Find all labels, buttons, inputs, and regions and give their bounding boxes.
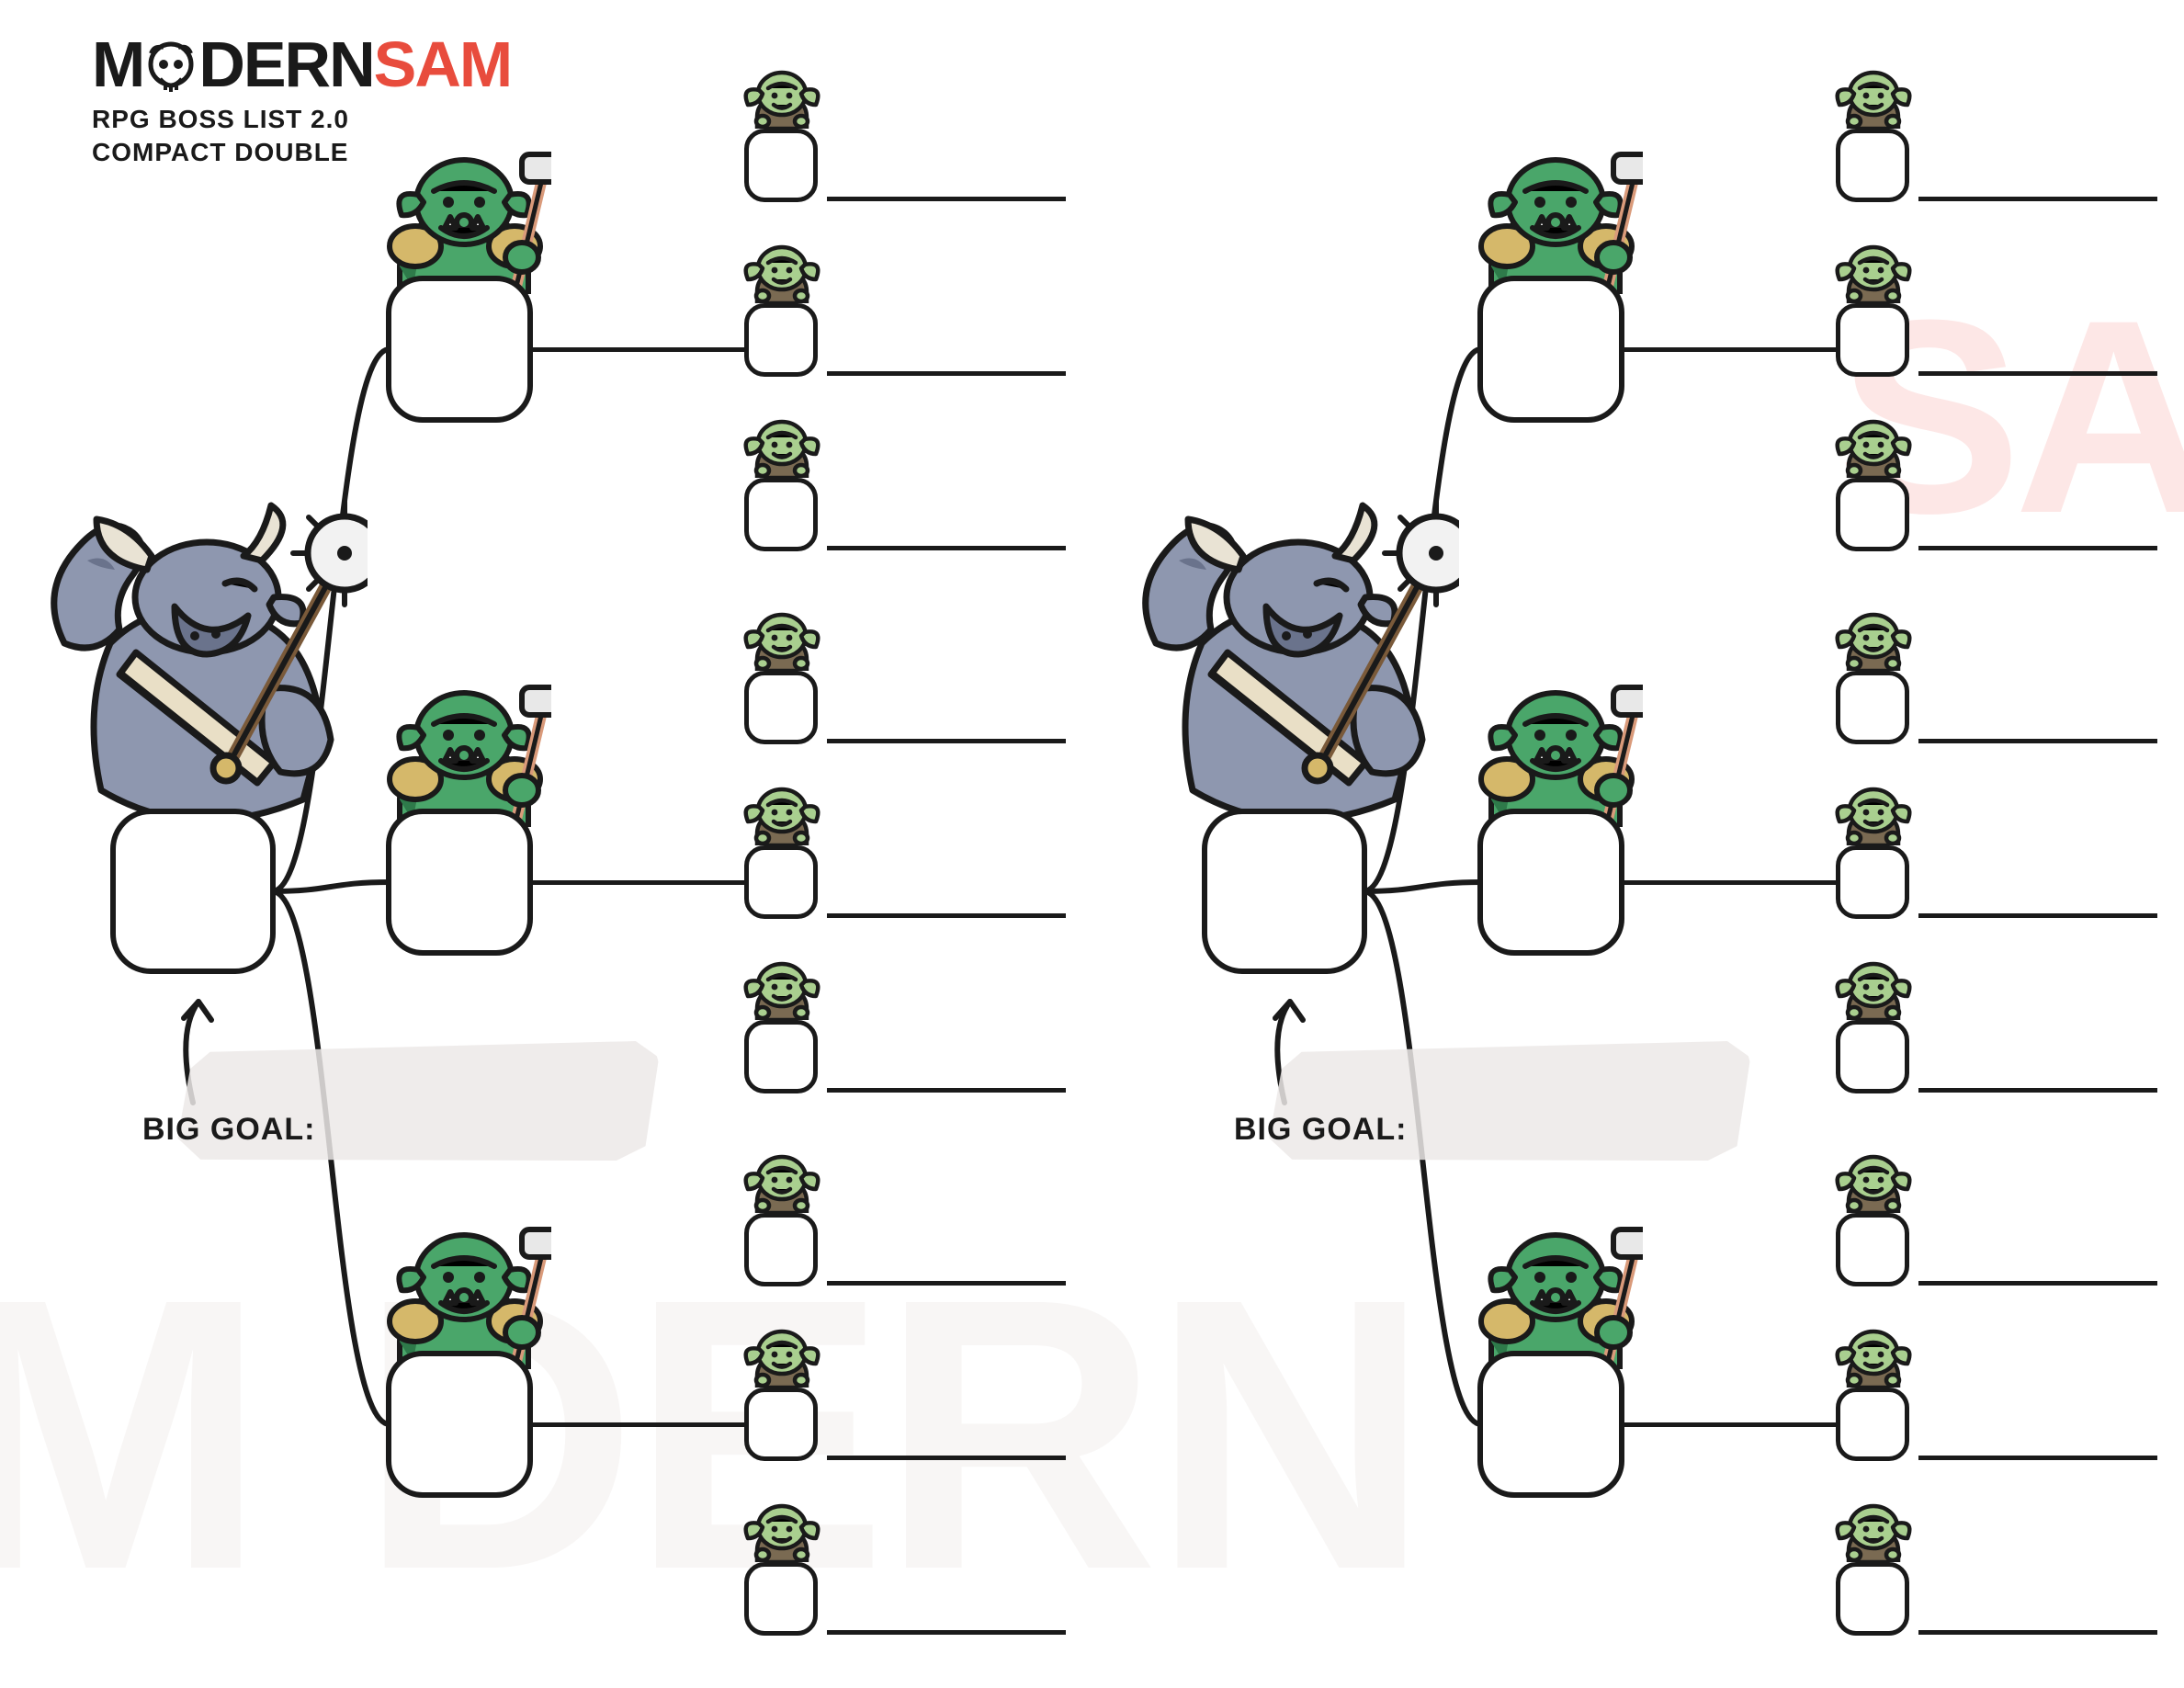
goblin-box[interactable] xyxy=(1836,845,1909,919)
connector-line xyxy=(533,347,744,352)
task-line[interactable] xyxy=(1918,913,2157,918)
goblin-box[interactable] xyxy=(1836,671,1909,744)
orc-figure xyxy=(1468,671,1643,827)
goblin-box[interactable] xyxy=(744,845,818,919)
goblin-box[interactable] xyxy=(744,1388,818,1461)
goblin-box[interactable] xyxy=(1836,1020,1909,1093)
goblin-box[interactable] xyxy=(1836,478,1909,551)
goblin-box[interactable] xyxy=(744,671,818,744)
orc-box[interactable] xyxy=(1477,1351,1624,1498)
orc-box[interactable] xyxy=(386,276,533,423)
goblin-figure xyxy=(1832,1323,1915,1388)
task-line[interactable] xyxy=(1918,1088,2157,1093)
goblin-box[interactable] xyxy=(744,1562,818,1636)
goblin-figure xyxy=(741,1323,823,1388)
goblin-box[interactable] xyxy=(1836,303,1909,377)
task-line[interactable] xyxy=(1918,739,2157,743)
task-line[interactable] xyxy=(827,371,1066,376)
task-line[interactable] xyxy=(827,1281,1066,1286)
goblin-figure xyxy=(741,1149,823,1213)
connector-line xyxy=(1624,347,1836,352)
task-line[interactable] xyxy=(1918,1281,2157,1286)
task-line[interactable] xyxy=(827,197,1066,201)
task-line[interactable] xyxy=(827,1630,1066,1635)
goblin-figure xyxy=(1832,781,1915,845)
goblin-figure xyxy=(741,781,823,845)
goblin-figure xyxy=(741,606,823,671)
orc-figure xyxy=(1468,1213,1643,1369)
task-line[interactable] xyxy=(827,913,1066,918)
orc-box[interactable] xyxy=(386,809,533,956)
tree-column-right: BIG GOAL: xyxy=(1092,0,2183,1688)
orc-figure xyxy=(377,138,551,294)
goblin-box[interactable] xyxy=(1836,1213,1909,1286)
task-line[interactable] xyxy=(827,739,1066,743)
goblin-box[interactable] xyxy=(1836,1388,1909,1461)
goblin-figure xyxy=(1832,606,1915,671)
goblin-figure xyxy=(1832,64,1915,129)
orc-figure xyxy=(377,671,551,827)
orc-figure xyxy=(1468,138,1643,294)
goblin-figure xyxy=(741,414,823,478)
big-goal-label: BIG GOAL: xyxy=(142,1112,315,1148)
goblin-figure xyxy=(741,239,823,303)
task-line[interactable] xyxy=(1918,371,2157,376)
task-line[interactable] xyxy=(1918,1630,2157,1635)
orc-box[interactable] xyxy=(386,1351,533,1498)
task-line[interactable] xyxy=(827,546,1066,550)
boss-box[interactable] xyxy=(110,809,276,974)
orc-figure xyxy=(377,1213,551,1369)
tree-column-left: BIG GOAL: xyxy=(0,0,1092,1688)
task-line[interactable] xyxy=(827,1456,1066,1460)
orc-box[interactable] xyxy=(1477,809,1624,956)
goblin-box[interactable] xyxy=(1836,1562,1909,1636)
goblin-figure xyxy=(1832,1498,1915,1562)
goblin-figure xyxy=(1832,239,1915,303)
connector-line xyxy=(533,880,744,885)
goblin-figure xyxy=(1832,956,1915,1020)
goblin-box[interactable] xyxy=(744,1020,818,1093)
task-line[interactable] xyxy=(1918,1456,2157,1460)
task-line[interactable] xyxy=(1918,546,2157,550)
goblin-box[interactable] xyxy=(744,1213,818,1286)
goblin-figure xyxy=(741,956,823,1020)
connector-line xyxy=(1624,1422,1836,1427)
goblin-box[interactable] xyxy=(744,303,818,377)
connector-line xyxy=(533,1422,744,1427)
boss-figure xyxy=(37,496,368,827)
orc-box[interactable] xyxy=(1477,276,1624,423)
task-line[interactable] xyxy=(827,1088,1066,1093)
boss-box[interactable] xyxy=(1202,809,1367,974)
goblin-figure xyxy=(741,64,823,129)
boss-figure xyxy=(1128,496,1459,827)
goblin-figure xyxy=(741,1498,823,1562)
connector-line xyxy=(1624,880,1836,885)
goblin-box[interactable] xyxy=(744,129,818,202)
goblin-figure xyxy=(1832,1149,1915,1213)
goblin-box[interactable] xyxy=(1836,129,1909,202)
goblin-box[interactable] xyxy=(744,478,818,551)
task-line[interactable] xyxy=(1918,197,2157,201)
goblin-figure xyxy=(1832,414,1915,478)
big-goal-label: BIG GOAL: xyxy=(1234,1112,1407,1148)
